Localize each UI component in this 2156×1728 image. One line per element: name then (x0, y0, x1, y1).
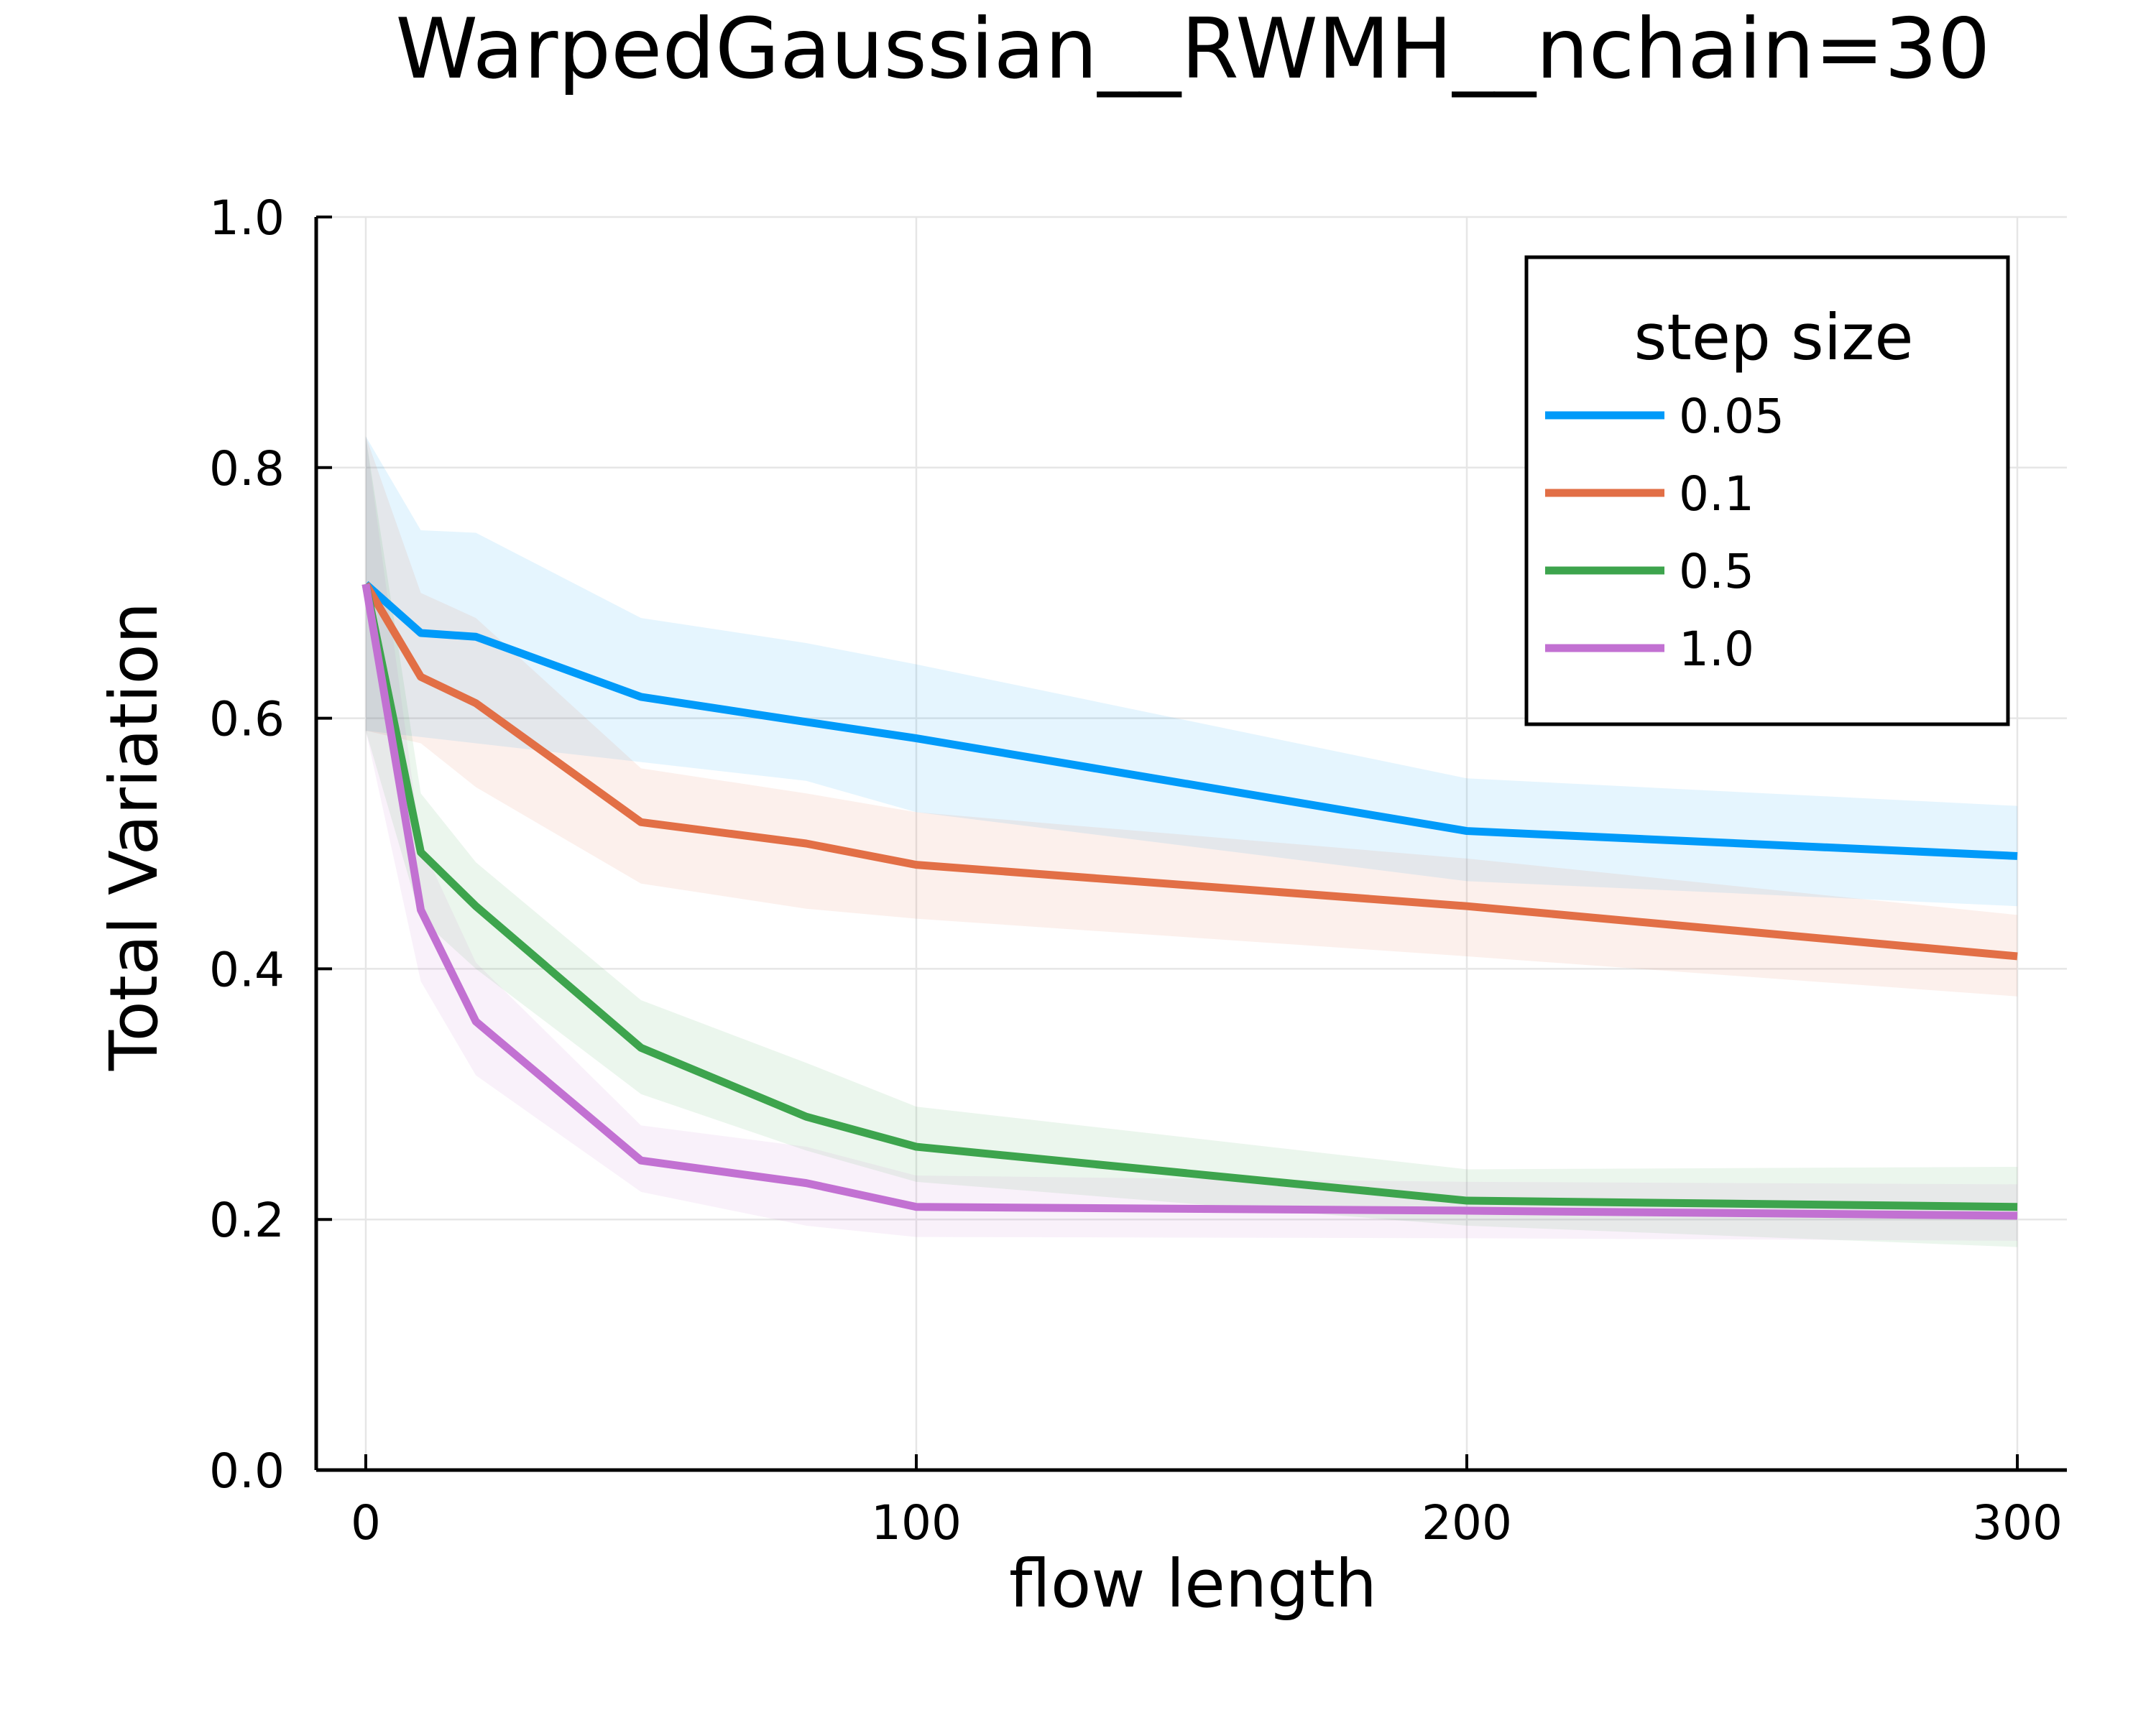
series-line-0.05 (363, 581, 2018, 860)
x-tick-label: 200 (1422, 1495, 1512, 1551)
legend-label-0.05: 0.05 (1679, 389, 1784, 444)
y-tick-label: 0.2 (209, 1193, 285, 1248)
confidence-bands (365, 436, 2018, 1247)
confidence-band-0.05 (365, 436, 2018, 907)
x-tick-label: 300 (1972, 1495, 2063, 1551)
series-line-1.0 (361, 583, 2018, 1220)
legend-label-1.0: 1.0 (1679, 622, 1754, 677)
legend-title: step size (1634, 300, 1914, 374)
axes (314, 216, 2067, 1472)
y-axis-label: Total Variation (96, 602, 172, 1071)
x-tick-label: 100 (871, 1495, 962, 1551)
y-tick-label: 1.0 (209, 190, 285, 246)
tick-labels: 0 100 200 300 0.0 0.2 0.4 0.6 0.8 1.0 (209, 190, 2063, 1551)
legend-label-0.5: 0.5 (1679, 544, 1754, 599)
legend: step size 0.05 0.1 0.5 1.0 (1524, 255, 2010, 726)
legend-label-0.1: 0.1 (1679, 466, 1754, 522)
series-line-0.1 (362, 582, 2018, 961)
y-tick-label: 0.6 (209, 692, 285, 747)
x-axis-label: flow length (1009, 1546, 1377, 1622)
y-tick-label: 0.0 (209, 1443, 285, 1499)
chart-title: WarpedGaussian__RWMH__nchain=30 (395, 1, 1990, 98)
x-tick-label: 0 (351, 1495, 381, 1551)
y-tick-label: 0.4 (209, 942, 285, 997)
confidence-band-0.1 (365, 436, 2018, 997)
series-line-0.5 (361, 583, 2018, 1211)
series-lines (361, 581, 2018, 1220)
legend-entries: 0.05 0.1 0.5 1.0 (1545, 389, 1784, 677)
y-tick-label: 0.8 (209, 441, 285, 496)
